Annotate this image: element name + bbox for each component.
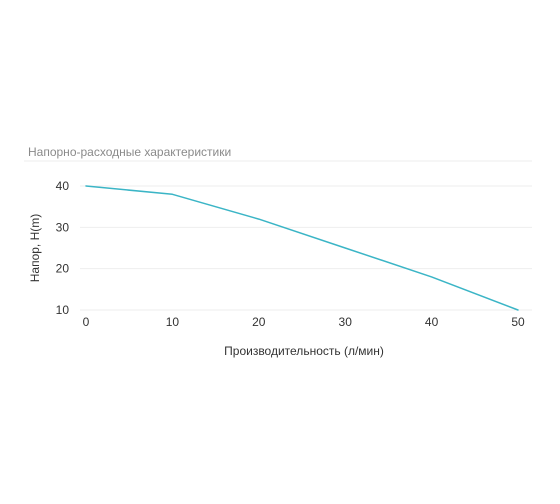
x-tick-label: 50: [511, 315, 525, 329]
data-point: [517, 309, 519, 311]
y-tick-label: 40: [56, 179, 70, 193]
x-tick-label: 0: [83, 315, 90, 329]
x-axis-ticks: 0 10 20 30 40 50: [83, 315, 525, 329]
y-tick-label: 30: [56, 220, 70, 234]
series-line: [85, 185, 519, 311]
y-axis-ticks: 10 20 30 40: [56, 179, 70, 317]
chart-title: Напорно-расходные характеристики: [28, 145, 231, 159]
data-point: [344, 247, 346, 249]
x-tick-label: 10: [166, 315, 180, 329]
x-tick-label: 30: [339, 315, 353, 329]
data-point: [258, 218, 260, 220]
y-tick-label: 20: [56, 262, 70, 276]
gridlines: [80, 185, 532, 311]
y-tick-label: 10: [56, 303, 70, 317]
data-point: [171, 193, 173, 195]
series-group: [85, 185, 519, 311]
x-tick-label: 40: [425, 315, 439, 329]
data-point: [431, 276, 433, 278]
x-axis-title: Производительность (л/мин): [224, 344, 384, 358]
y-axis-title: Напор, H(m): [28, 214, 42, 283]
data-point: [85, 185, 87, 187]
x-tick-label: 20: [252, 315, 266, 329]
